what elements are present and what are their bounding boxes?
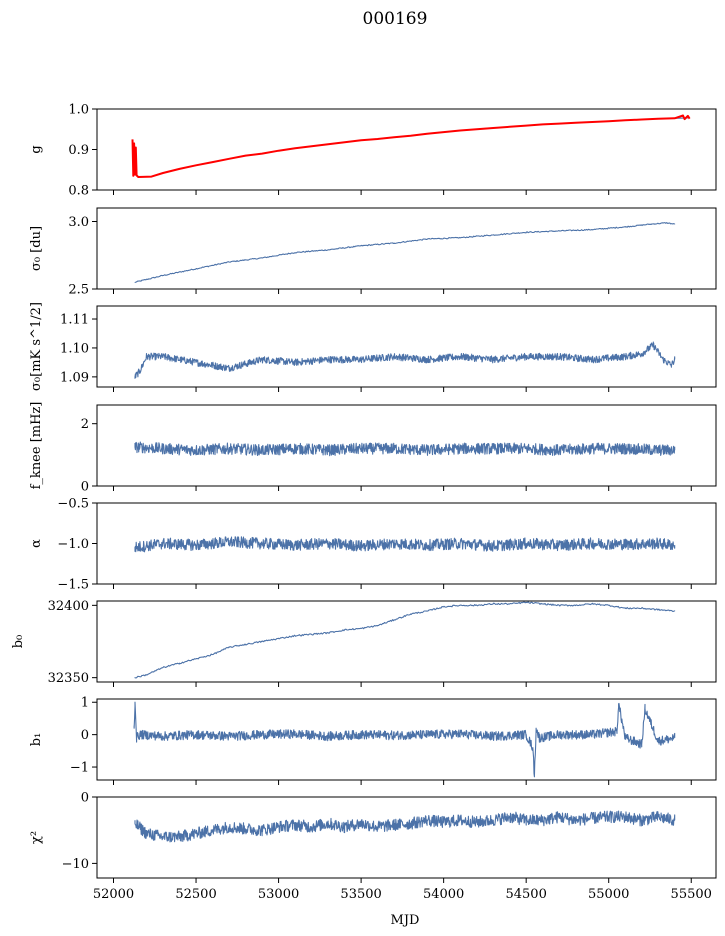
series-line bbox=[134, 222, 676, 283]
x-axis-label: MJD bbox=[391, 913, 420, 928]
y-axis-label: σ₀[mK s^1/2] bbox=[29, 302, 44, 391]
series-line bbox=[134, 341, 676, 379]
y-tick-label: 0 bbox=[81, 480, 89, 495]
y-axis-label: g bbox=[29, 145, 44, 153]
axes-frame bbox=[96, 796, 717, 879]
y-tick-label: 0.9 bbox=[68, 143, 89, 158]
subplot-4: 0 2 f_knee [mHz] bbox=[29, 402, 717, 495]
y-tick-label: 1.11 bbox=[60, 313, 89, 328]
series-line bbox=[134, 601, 676, 679]
x-tick-label: 55000 bbox=[588, 887, 629, 902]
y-tick-label: 1.09 bbox=[60, 370, 89, 385]
series-line bbox=[133, 701, 676, 778]
axes-frame bbox=[96, 502, 717, 585]
series-line bbox=[134, 810, 676, 843]
y-tick-label: −1 bbox=[70, 761, 89, 776]
subplot-8: −10 0 52000 52500 53000 53500 54000 54500 55000 5… bbox=[29, 791, 717, 902]
y-tick-label: 32350 bbox=[48, 671, 89, 686]
axes-frame bbox=[96, 108, 717, 191]
y-tick-label: 2.5 bbox=[68, 283, 89, 298]
figure-title: 000169 bbox=[363, 9, 428, 29]
y-tick-label: 32400 bbox=[48, 599, 89, 614]
y-axis-label: σ₀ [du] bbox=[29, 226, 44, 271]
y-tick-label: 1 bbox=[81, 696, 89, 711]
series-line bbox=[138, 117, 688, 178]
y-axis-label: f_knee [mHz] bbox=[29, 402, 44, 490]
axes-frame bbox=[96, 698, 717, 781]
subplot-3: 1.09 1.10 1.11 σ₀[mK s^1/2] bbox=[29, 302, 717, 392]
series-line bbox=[134, 441, 676, 457]
y-tick-label: 0 bbox=[81, 791, 89, 806]
x-tick-label: 54500 bbox=[505, 887, 546, 902]
x-tick-label: 53500 bbox=[340, 887, 381, 902]
y-axis-label: χ² bbox=[29, 831, 44, 844]
y-tick-label: −10 bbox=[62, 857, 89, 872]
axes-frame bbox=[96, 305, 717, 388]
x-tick-label: 55500 bbox=[671, 887, 712, 902]
axes-frame bbox=[96, 600, 717, 683]
series-line bbox=[134, 536, 676, 553]
subplot-1: 0.8 0.9 1.0 g bbox=[29, 103, 717, 199]
x-tick-label: 52500 bbox=[175, 887, 216, 902]
panels: 0.8 0.9 1.0 g 2.5 3.0 σ₀ [du] 1.09 1.10 1.11 σ₀[mK… bbox=[11, 103, 717, 902]
subplot-6: 32350 32400 b₀ bbox=[11, 599, 717, 687]
y-tick-label: 1.0 bbox=[68, 103, 89, 118]
y-tick-label: 0.8 bbox=[68, 184, 89, 199]
y-axis-label: b₀ bbox=[11, 635, 26, 649]
axes-frame bbox=[96, 207, 717, 290]
subplot-5: −1.5 −1.0 −0.5 α bbox=[29, 497, 717, 593]
y-tick-label: 2 bbox=[81, 417, 89, 432]
axes-frame bbox=[96, 404, 717, 487]
y-tick-label: −0.5 bbox=[57, 497, 89, 512]
x-tick-label: 52000 bbox=[93, 887, 134, 902]
y-axis-label: b₁ bbox=[29, 733, 44, 747]
y-tick-label: −1.0 bbox=[57, 537, 89, 552]
subplot-2: 2.5 3.0 σ₀ [du] bbox=[29, 207, 717, 298]
y-tick-label: 1.10 bbox=[60, 341, 89, 356]
series-highlight-line bbox=[131, 114, 691, 178]
y-tick-label: 0 bbox=[81, 728, 89, 743]
y-axis-label: α bbox=[29, 539, 44, 548]
y-tick-label: −1.5 bbox=[57, 578, 89, 593]
x-tick-label: 53000 bbox=[258, 887, 299, 902]
subplot-7: −1 0 1 b₁ bbox=[29, 696, 717, 785]
x-tick-label: 54000 bbox=[423, 887, 464, 902]
y-tick-label: 3.0 bbox=[68, 215, 89, 230]
